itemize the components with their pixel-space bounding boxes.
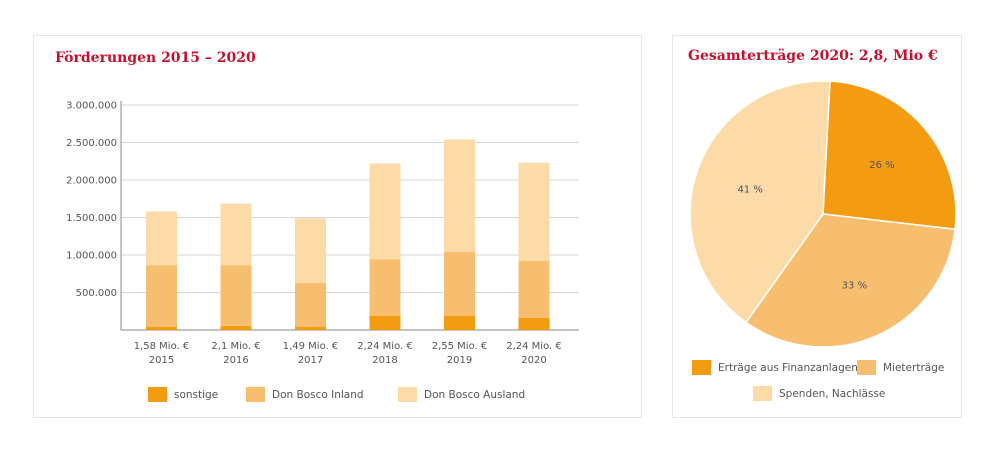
y-tick-label: 500.000: [76, 288, 117, 299]
x-tick-label: 2016: [223, 355, 248, 366]
x-tick-label: 2020: [521, 355, 546, 366]
legend-label-mieterträge: Mieterträge: [883, 361, 945, 374]
income-pie-chart: 26 % 33 % 41 %: [689, 80, 957, 348]
legend-label-finanzanlagen: Erträge aus Finanzanlagen: [718, 361, 858, 374]
legend-swatch-spenden: [753, 386, 772, 401]
legend-label-inland: Don Bosco Inland: [272, 388, 364, 401]
x-tick-label: 2018: [372, 355, 397, 366]
bar-segment-ausland-2020: [518, 162, 550, 261]
bar-segment-sonstige-2019: [444, 315, 475, 330]
legend-swatch-finanzanlagen: [692, 360, 711, 375]
bar-segment-sonstige-2016: [220, 325, 252, 330]
bar-segment-ausland-2017: [295, 218, 326, 283]
legend-item-ausland: Don Bosco Ausland: [398, 387, 525, 402]
legend-label-ausland: Don Bosco Ausland: [424, 388, 526, 401]
income-chart-title: Gesamterträge 2020: 2,8, Mio €: [688, 48, 938, 64]
bar-segment-inland-2018: [369, 259, 401, 316]
legend-swatch-inland: [246, 387, 265, 402]
bar-segment-inland-2016: [220, 265, 252, 326]
pie-slice-label: 33 %: [842, 280, 867, 291]
bar-total-label: 2,55 Mio. €: [432, 341, 488, 352]
legend-label-spenden: Spenden, Nachlässe: [779, 387, 886, 400]
legend-swatch-sonstige: [148, 387, 167, 402]
y-tick-label: 3.000.000: [66, 101, 117, 112]
pie-slice-mieterträge: [744, 213, 956, 348]
pie-slice-label: 26 %: [869, 160, 894, 171]
legend-swatch-ausland: [398, 387, 417, 402]
legend-item-mieterträge: Mieterträge: [857, 360, 944, 375]
bar-segment-sonstige-2018: [369, 315, 401, 330]
funding-chart-panel: Förderungen 2015 – 2020 500.000 1.000.000…: [33, 35, 642, 418]
bar-total-label: 2,1 Mio. €: [211, 341, 260, 352]
pie-slice-label: 41 %: [737, 185, 762, 196]
legend-item-spenden: Spenden, Nachlässe: [753, 386, 885, 401]
legend-label-sonstige: sonstige: [174, 388, 219, 401]
bar-total-label: 1,58 Mio. €: [134, 341, 190, 352]
bar-segment-inland-2015: [146, 265, 177, 327]
x-tick-label: 2015: [149, 355, 174, 366]
bar-total-label: 2,24 Mio. €: [357, 341, 413, 352]
funding-bar-chart: 500.000 1.000.000 1.500.000 2.000.000 2.500.…: [66, 101, 579, 366]
pie-slice-finanzanlagen: [822, 80, 957, 231]
bar-segment-inland-2017: [295, 282, 326, 327]
bar-segment-ausland-2015: [146, 211, 177, 266]
bar-segment-sonstige-2015: [146, 327, 177, 330]
legend-swatch-mieterträge: [857, 360, 876, 375]
funding-chart-title: Förderungen 2015 – 2020: [55, 50, 256, 66]
bar-total-label: 2,24 Mio. €: [506, 341, 562, 352]
legend-item-finanzanlagen: Erträge aus Finanzanlagen: [692, 360, 858, 375]
y-tick-label: 1.000.000: [66, 251, 117, 262]
y-tick-label: 1.500.000: [66, 213, 117, 224]
bar-segment-sonstige-2017: [295, 327, 326, 330]
income-chart-panel: Gesamterträge 2020: 2,8, Mio € 26 % 33 % 4…: [672, 35, 962, 418]
bar-segment-ausland-2018: [369, 163, 401, 260]
x-tick-label: 2019: [447, 355, 472, 366]
legend-item-sonstige: sonstige: [148, 387, 218, 402]
bar-segment-inland-2020: [518, 261, 550, 318]
bar-total-label: 1,49 Mio. €: [283, 341, 339, 352]
bar-segment-inland-2019: [444, 252, 475, 316]
bar-segment-ausland-2019: [444, 139, 475, 252]
bar-segment-ausland-2016: [220, 203, 252, 266]
y-tick-label: 2.000.000: [66, 176, 117, 187]
legend-item-inland: Don Bosco Inland: [246, 387, 364, 402]
pie-slice-spenden: [689, 80, 831, 324]
x-tick-label: 2017: [298, 355, 323, 366]
y-tick-label: 2.500.000: [66, 138, 117, 149]
bar-segment-sonstige-2020: [518, 318, 550, 330]
